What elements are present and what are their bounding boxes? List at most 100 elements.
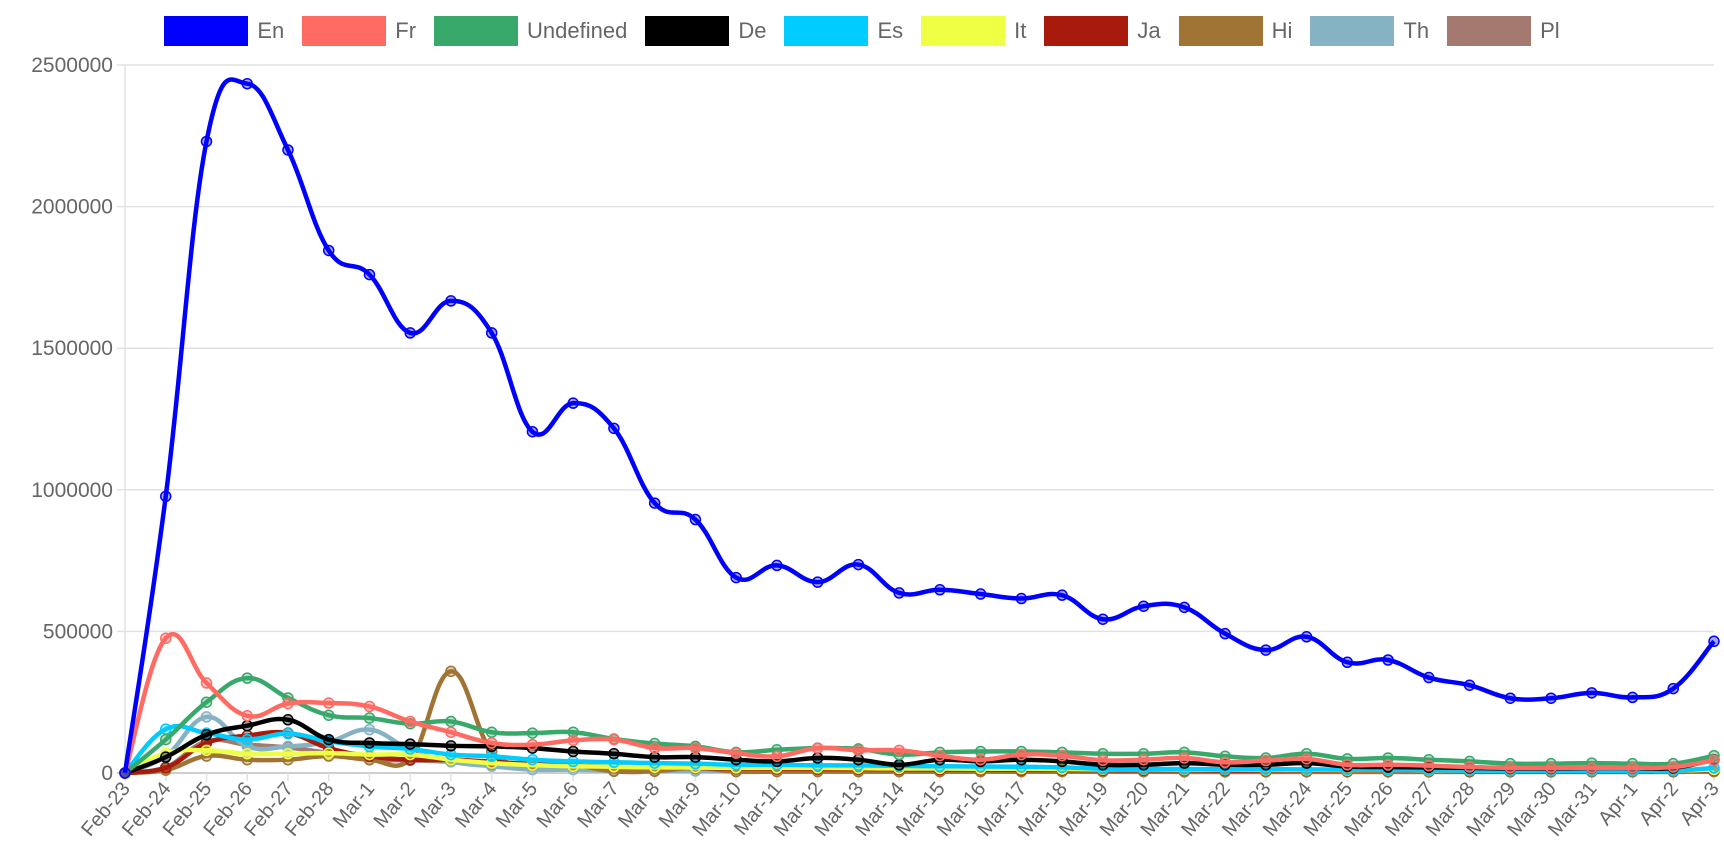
series-line-es: [123, 723, 1715, 775]
data-point-fr: [648, 742, 661, 754]
data-point-fr: [445, 726, 457, 738]
data-point-fr: [893, 744, 905, 757]
legend-item-de[interactable]: De: [645, 16, 766, 46]
y-tick-label: 500000: [43, 620, 113, 643]
data-point-en: [771, 559, 783, 572]
data-point-en: [159, 490, 172, 503]
data-point-en: [811, 576, 824, 588]
series-line-fr: [122, 632, 1715, 774]
data-point-fr: [730, 747, 742, 759]
data-point-en: [200, 135, 213, 148]
x-tick-label: Mar-6: [533, 778, 583, 832]
data-point-fr: [608, 733, 620, 746]
data-point-fr: [1219, 756, 1231, 768]
data-point-de: [282, 714, 294, 726]
data-point-en: [1504, 692, 1517, 704]
legend-label: Hi: [1271, 18, 1293, 43]
data-point-fr: [1300, 753, 1313, 765]
legend-item-es[interactable]: Es: [784, 16, 903, 46]
data-point-fr: [567, 734, 579, 747]
data-point-it: [363, 748, 376, 761]
data-point-es: [445, 748, 457, 761]
x-tick-label: Mar-7: [573, 778, 623, 832]
legend-swatch: [645, 16, 730, 46]
data-point-en: [241, 77, 253, 90]
data-point-ja: [159, 762, 172, 774]
data-point-undefined: [445, 715, 457, 728]
data-point-fr: [771, 750, 783, 763]
data-point-fr: [1586, 762, 1598, 774]
data-point-undefined: [974, 745, 987, 758]
data-point-en: [1708, 635, 1720, 648]
legend-item-th[interactable]: Th: [1310, 16, 1429, 46]
data-point-en: [363, 268, 376, 281]
x-tick-label: Apr-3: [1676, 778, 1724, 830]
data-point-th: [363, 723, 376, 736]
legend-item-ja[interactable]: Ja: [1044, 16, 1161, 46]
data-point-en: [608, 422, 620, 435]
x-tick-label: Mar-8: [614, 778, 664, 832]
data-point-en: [1341, 656, 1354, 669]
data-point-en: [1545, 692, 1557, 704]
data-point-en: [974, 588, 987, 600]
data-point-de: [811, 752, 824, 764]
data-point-undefined: [200, 696, 213, 708]
data-point-undefined: [526, 727, 539, 739]
legend-label: En: [257, 18, 285, 43]
legend-item-pl[interactable]: Pl: [1447, 16, 1560, 46]
data-point-de: [404, 738, 416, 750]
data-point-en: [1097, 613, 1109, 625]
legend-item-hi[interactable]: Hi: [1178, 16, 1293, 46]
y-tick-label: 2500000: [31, 54, 113, 77]
chart-legend: En Fr Undefined De Es It Ja Hi Th Pl: [0, 16, 1724, 46]
data-point-it: [322, 747, 335, 759]
data-point-de: [893, 759, 905, 771]
data-point-fr: [1382, 759, 1394, 771]
data-point-undefined: [322, 709, 335, 721]
legend-label: Pl: [1540, 18, 1560, 43]
legend-item-it[interactable]: It: [921, 16, 1026, 46]
legend-label: Undefined: [527, 18, 628, 43]
data-point-es: [241, 733, 253, 746]
legend-label: De: [738, 18, 767, 43]
data-point-fr: [1341, 759, 1354, 771]
data-point-en: [119, 767, 131, 779]
y-tick-label: 0: [101, 762, 113, 785]
data-point-fr: [1015, 748, 1028, 761]
data-point-en: [1382, 654, 1394, 666]
x-tick-label: Mar-4: [451, 778, 501, 832]
data-point-de: [852, 753, 865, 766]
legend-item-en[interactable]: En: [164, 16, 284, 46]
data-point-fr: [1463, 761, 1476, 773]
data-point-en: [1219, 627, 1231, 640]
legend-item-undefined[interactable]: Undefined: [434, 16, 627, 46]
data-point-de: [567, 745, 579, 758]
data-point-en: [1300, 631, 1313, 643]
data-point-fr: [404, 715, 416, 728]
data-point-fr: [200, 677, 213, 689]
x-tick-label: Mar-3: [410, 778, 460, 832]
data-point-en: [567, 397, 579, 409]
legend-swatch: [1447, 16, 1532, 46]
data-point-en: [1137, 600, 1150, 612]
data-point-en: [1178, 601, 1191, 614]
data-point-de: [648, 751, 661, 763]
legend-swatch: [302, 16, 387, 46]
data-point-en: [934, 584, 946, 596]
legend-item-fr[interactable]: Fr: [302, 16, 416, 46]
legend-swatch: [434, 16, 519, 46]
legend-swatch: [1310, 16, 1395, 46]
data-point-undefined: [159, 733, 172, 746]
data-point-fr: [282, 697, 294, 710]
x-tick-label: Mar-5: [492, 778, 542, 832]
legend-swatch: [784, 16, 869, 46]
data-point-fr: [811, 742, 824, 754]
data-point-en: [1260, 644, 1272, 656]
data-point-es: [485, 750, 498, 763]
data-point-fr: [1545, 762, 1557, 774]
data-point-de: [322, 733, 335, 746]
data-point-hi: [445, 665, 457, 678]
data-point-en: [404, 327, 416, 339]
y-tick-label: 1500000: [31, 337, 113, 360]
